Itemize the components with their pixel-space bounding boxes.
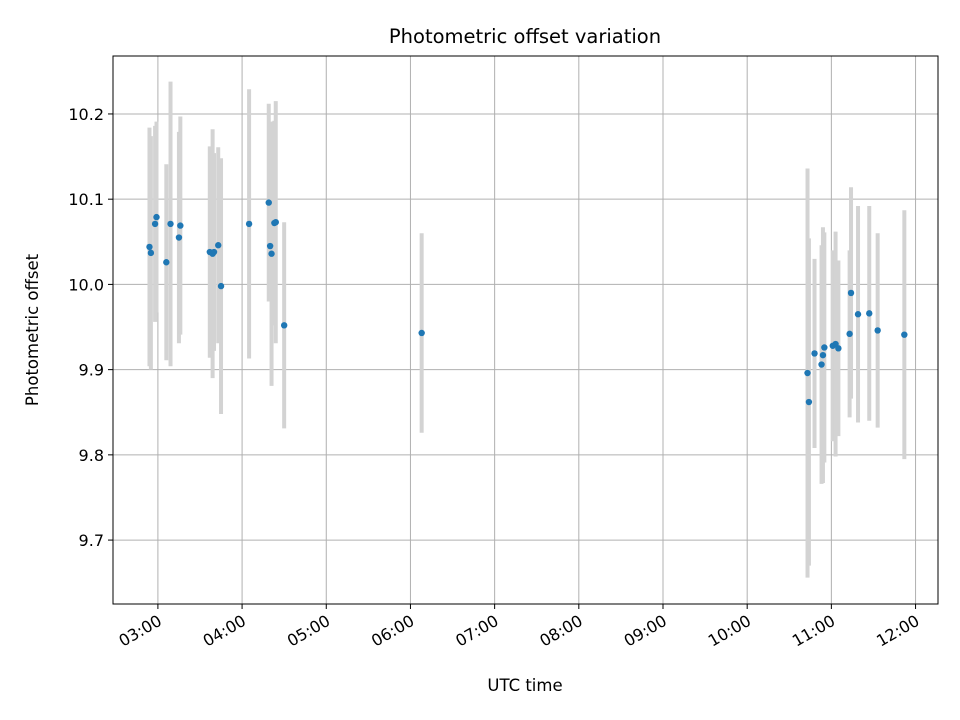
plot-frame <box>112 55 939 605</box>
data-point <box>847 289 855 297</box>
data-point <box>153 213 160 221</box>
data-point <box>418 329 425 337</box>
y-tick-label: 10.1 <box>68 190 104 209</box>
data-point <box>215 242 222 249</box>
data-point <box>217 282 225 290</box>
y-tick-label: 9.9 <box>79 361 104 380</box>
data-point <box>835 345 842 352</box>
y-tick-label: 9.7 <box>79 531 104 550</box>
data-point <box>151 220 159 228</box>
y-axis-label: Photometric offset <box>23 253 42 406</box>
data-point <box>821 344 828 351</box>
data-point <box>866 310 873 317</box>
data-point <box>819 351 827 359</box>
x-axis-label: UTC time <box>487 676 562 695</box>
data-point <box>272 218 279 226</box>
data-point <box>163 259 170 266</box>
y-tick-label: 9.8 <box>79 446 104 465</box>
data-point <box>874 327 881 334</box>
data-point <box>266 242 274 250</box>
data-point <box>805 398 813 406</box>
data-point <box>811 350 818 357</box>
data-point <box>175 234 183 241</box>
data-point <box>177 222 184 229</box>
data-points <box>146 199 908 406</box>
y-tick-label: 10.0 <box>68 275 104 294</box>
y-tick-label: 10.2 <box>68 105 104 124</box>
data-point <box>147 249 155 257</box>
data-point <box>804 369 811 377</box>
data-point <box>167 220 174 228</box>
data-point <box>846 330 853 338</box>
data-point <box>818 361 825 368</box>
data-point <box>265 199 272 206</box>
chart-title: Photometric offset variation <box>389 25 661 48</box>
data-point <box>280 322 288 329</box>
data-point <box>210 248 218 256</box>
data-point <box>854 311 862 318</box>
y-axis-ticks: 9.7 9.8 9.9 10.0 10.1 10.2 <box>68 105 113 550</box>
data-point <box>901 331 908 338</box>
data-point <box>268 250 275 257</box>
data-point <box>146 243 153 251</box>
data-point <box>245 220 253 228</box>
